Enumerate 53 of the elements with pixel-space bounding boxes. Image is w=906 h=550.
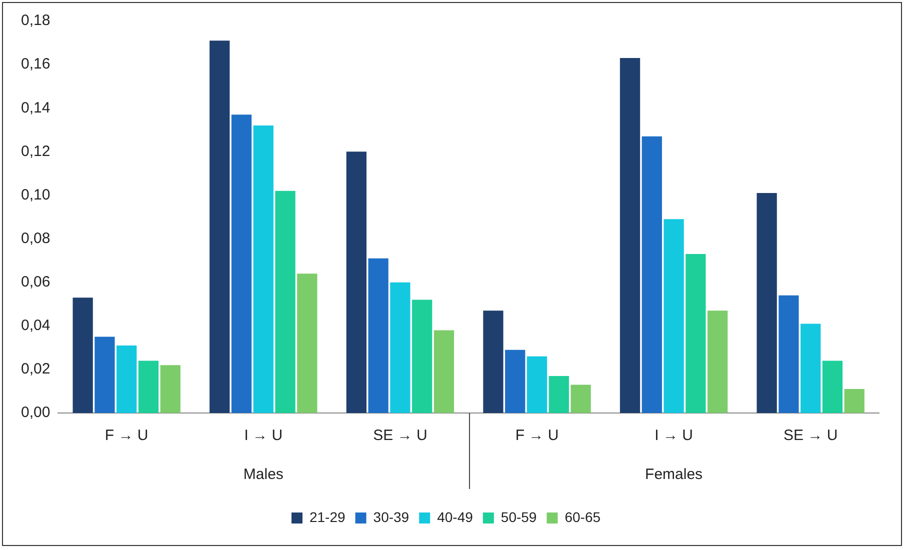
y-tick-label: 0,04 xyxy=(20,317,50,334)
bar xyxy=(664,219,684,413)
x-tick-label: I → U xyxy=(654,427,693,444)
bar xyxy=(686,254,706,413)
bar xyxy=(412,300,432,413)
legend-label: 60-65 xyxy=(564,508,601,525)
bar xyxy=(642,136,662,413)
bar xyxy=(822,360,843,413)
y-tick-label: 0,16 xyxy=(20,56,50,73)
y-tick-label: 0,12 xyxy=(20,142,50,160)
bar xyxy=(368,258,388,413)
legend-label: 21-29 xyxy=(309,508,346,525)
x-tick-label: F → U xyxy=(104,427,148,444)
y-tick-label: 0,10 xyxy=(20,186,50,204)
y-tick-label: 0,14 xyxy=(20,99,50,116)
bar xyxy=(116,345,137,413)
bar xyxy=(297,274,318,413)
bar xyxy=(548,376,569,413)
bar xyxy=(756,193,777,413)
bar xyxy=(160,365,180,413)
legend-label: 40-49 xyxy=(437,508,474,525)
bar xyxy=(253,126,274,413)
y-tick-label: 0,02 xyxy=(20,360,50,378)
bar xyxy=(72,298,93,413)
text: Females xyxy=(645,466,703,484)
bar xyxy=(708,310,728,413)
bar xyxy=(434,330,454,413)
text: Males xyxy=(243,466,284,484)
bar xyxy=(94,336,115,413)
legend-label: 50-59 xyxy=(500,508,537,525)
bar xyxy=(570,384,591,413)
y-tick-label: 0,00 xyxy=(20,404,50,422)
x-tick-label: F → U xyxy=(515,427,559,444)
y-tick-label: 0,18 xyxy=(20,12,50,30)
bar xyxy=(210,40,230,413)
bar xyxy=(505,350,526,413)
bar xyxy=(620,58,640,413)
x-tick-label: SE → U xyxy=(373,427,428,444)
bar xyxy=(483,310,504,413)
y-tick-label: 0,06 xyxy=(20,273,50,290)
bar xyxy=(138,360,159,413)
legend-label: 30-39 xyxy=(373,508,410,525)
bar xyxy=(526,356,548,413)
x-tick-label: I → U xyxy=(244,427,283,444)
bar xyxy=(844,389,864,413)
bar xyxy=(778,295,799,413)
y-tick-label: 0,08 xyxy=(20,230,50,247)
bar xyxy=(231,114,252,413)
x-tick-label: SE → U xyxy=(784,427,838,444)
bar xyxy=(800,324,821,413)
bar xyxy=(390,282,410,413)
bar xyxy=(275,190,296,413)
bar xyxy=(346,152,366,413)
